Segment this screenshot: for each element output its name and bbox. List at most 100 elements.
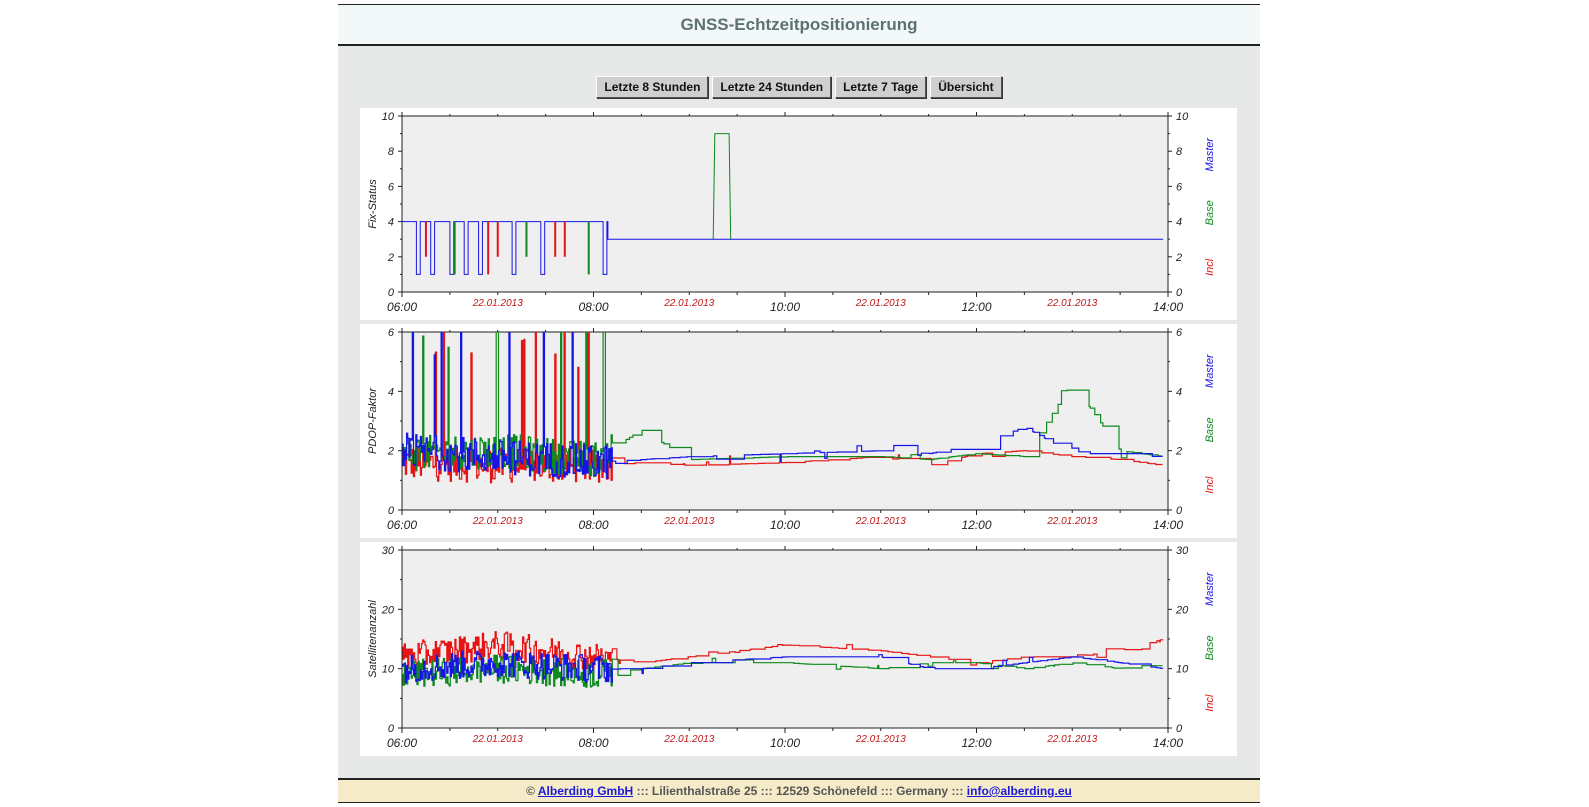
x-tick-label: 10:00	[770, 300, 800, 314]
date-label: 22.01.2013	[663, 734, 714, 745]
legend-base: Base	[1204, 417, 1216, 442]
company-link[interactable]: Alberding GmbH	[537, 784, 634, 798]
x-tick-label: 08:00	[578, 300, 608, 314]
legend-incl: Incl	[1204, 258, 1216, 276]
x-tick-label: 08:00	[578, 518, 608, 532]
y-tick-label: 4	[1176, 217, 1182, 229]
y-tick-label: 6	[1176, 327, 1183, 339]
series-group	[402, 133, 1164, 275]
legend-master: Master	[1204, 353, 1216, 388]
last-7-days-button[interactable]: Letzte 7 Tage	[835, 76, 927, 98]
page-header: GNSS-Echtzeitpositionierung	[338, 4, 1260, 46]
date-label: 22.01.2013	[855, 734, 906, 745]
x-tick-label: 14:00	[1153, 518, 1183, 532]
y-tick-label: 2	[387, 252, 394, 264]
y-tick-label: 10	[1176, 111, 1189, 123]
y-tick-label: 6	[1176, 181, 1183, 193]
y-tick-label: 20	[381, 604, 395, 616]
y-tick-label: 30	[1176, 545, 1189, 557]
time-range-nav: Letzte 8 Stunden Letzte 24 Stunden Letzt…	[338, 76, 1260, 98]
series-master-line	[402, 221, 1164, 275]
fix-status-chart-svg: 0 0 2 2 4 4 6 6 8 8 10 10 06:00 08:00 10:00 12:00 14:00 2…	[367, 111, 1216, 314]
date-label: 22.01.2013	[855, 516, 906, 527]
plot-area	[401, 115, 1169, 293]
pdop-chart-svg: 0 0 2 2 4 4 6 6 06:00 08:00 10:00 12:00 14:00 22.01.2…	[367, 327, 1216, 532]
y-tick-label: 0	[388, 287, 395, 299]
series-base-line	[712, 133, 732, 240]
series-group	[402, 332, 1163, 484]
copyright-symbol: ©	[526, 784, 535, 798]
series-group	[402, 631, 1164, 688]
y-tick-label: 2	[1175, 252, 1182, 264]
series-base-line	[402, 332, 1163, 478]
footer-city: 12529 Schönefeld	[775, 784, 878, 798]
x-tick-label: 06:00	[387, 736, 417, 750]
legend-incl: Incl	[1204, 476, 1216, 494]
legend-incl: Incl	[1204, 694, 1216, 712]
email-link[interactable]: info@alberding.eu	[966, 784, 1072, 798]
date-label: 22.01.2013	[1046, 298, 1097, 309]
satellites-chart-svg: 0 0 10 10 20 20 30 30 06:00 08:00 10:00 12:00 14:00 2…	[367, 545, 1216, 750]
y-axis-label: Fix-Status	[367, 179, 379, 229]
y-tick-label: 4	[1176, 386, 1182, 398]
page-frame: GNSS-Echtzeitpositionierung Letzte 8 Stu…	[338, 4, 1260, 803]
y-tick-label: 8	[1176, 146, 1183, 158]
last-24-hours-button[interactable]: Letzte 24 Stunden	[712, 76, 832, 98]
x-tick-label: 08:00	[578, 736, 608, 750]
x-tick-label: 06:00	[387, 300, 417, 314]
y-axis-label: PDOP-Faktor	[367, 387, 379, 454]
y-tick-label: 6	[388, 181, 395, 193]
pdop-chart: 0 0 2 2 4 4 6 6 06:00 08:00 10:00 12:00 14:00 22.01.2…	[360, 324, 1237, 538]
footer-separator: :::	[951, 784, 964, 798]
date-label: 22.01.2013	[472, 516, 523, 527]
date-label: 22.01.2013	[472, 298, 523, 309]
legend-master: Master	[1204, 571, 1216, 606]
last-8-hours-button[interactable]: Letzte 8 Stunden	[596, 76, 709, 98]
y-tick-label: 30	[382, 545, 395, 557]
y-tick-label: 0	[1176, 505, 1183, 517]
date-label: 22.01.2013	[663, 516, 714, 527]
y-tick-label: 2	[387, 446, 394, 458]
y-tick-label: 4	[388, 217, 394, 229]
y-tick-label: 0	[1176, 723, 1183, 735]
footer-separator: :::	[760, 784, 773, 798]
x-tick-label: 10:00	[770, 736, 800, 750]
y-tick-label: 0	[1176, 287, 1183, 299]
x-tick-label: 12:00	[961, 518, 991, 532]
date-label: 22.01.2013	[663, 298, 714, 309]
x-tick-label: 14:00	[1153, 300, 1183, 314]
footer-separator: :::	[880, 784, 893, 798]
footer-separator: :::	[636, 784, 649, 798]
x-tick-label: 14:00	[1153, 736, 1183, 750]
footer-country: Germany	[896, 784, 949, 798]
fix-status-chart: 0 0 2 2 4 4 6 6 8 8 10 10 06:00 08:00 10:00 12:00 14:00 2…	[360, 108, 1237, 320]
overview-button[interactable]: Übersicht	[930, 76, 1002, 98]
y-tick-label: 8	[388, 146, 395, 158]
x-tick-label: 06:00	[387, 518, 417, 532]
series-master-line	[402, 332, 1163, 479]
y-tick-label: 10	[382, 111, 395, 123]
satellites-chart: 0 0 10 10 20 20 30 30 06:00 08:00 10:00 12:00 14:00 2…	[360, 542, 1237, 756]
plot-area	[401, 331, 1169, 511]
date-label: 22.01.2013	[1046, 734, 1097, 745]
legend-master: Master	[1204, 137, 1216, 172]
y-tick-label: 6	[388, 327, 395, 339]
x-tick-label: 10:00	[770, 518, 800, 532]
y-tick-label: 0	[388, 723, 395, 735]
date-label: 22.01.2013	[472, 734, 523, 745]
page-footer: © Alberding GmbH ::: Lilienthalstraße 25…	[338, 778, 1260, 803]
x-tick-label: 12:00	[961, 736, 991, 750]
y-tick-label: 4	[388, 386, 394, 398]
legend-base: Base	[1204, 200, 1216, 225]
x-tick-label: 12:00	[961, 300, 991, 314]
footer-street: Lilienthalstraße 25	[651, 784, 758, 798]
y-tick-label: 2	[1175, 446, 1182, 458]
y-tick-label: 0	[388, 505, 395, 517]
page-title: GNSS-Echtzeitpositionierung	[680, 15, 918, 34]
series-master-line	[402, 650, 1164, 684]
y-axis-label: Satellitenanzahl	[367, 600, 379, 678]
date-label: 22.01.2013	[855, 298, 906, 309]
y-tick-label: 10	[1176, 664, 1189, 676]
y-tick-label: 20	[1175, 604, 1189, 616]
date-label: 22.01.2013	[1046, 516, 1097, 527]
